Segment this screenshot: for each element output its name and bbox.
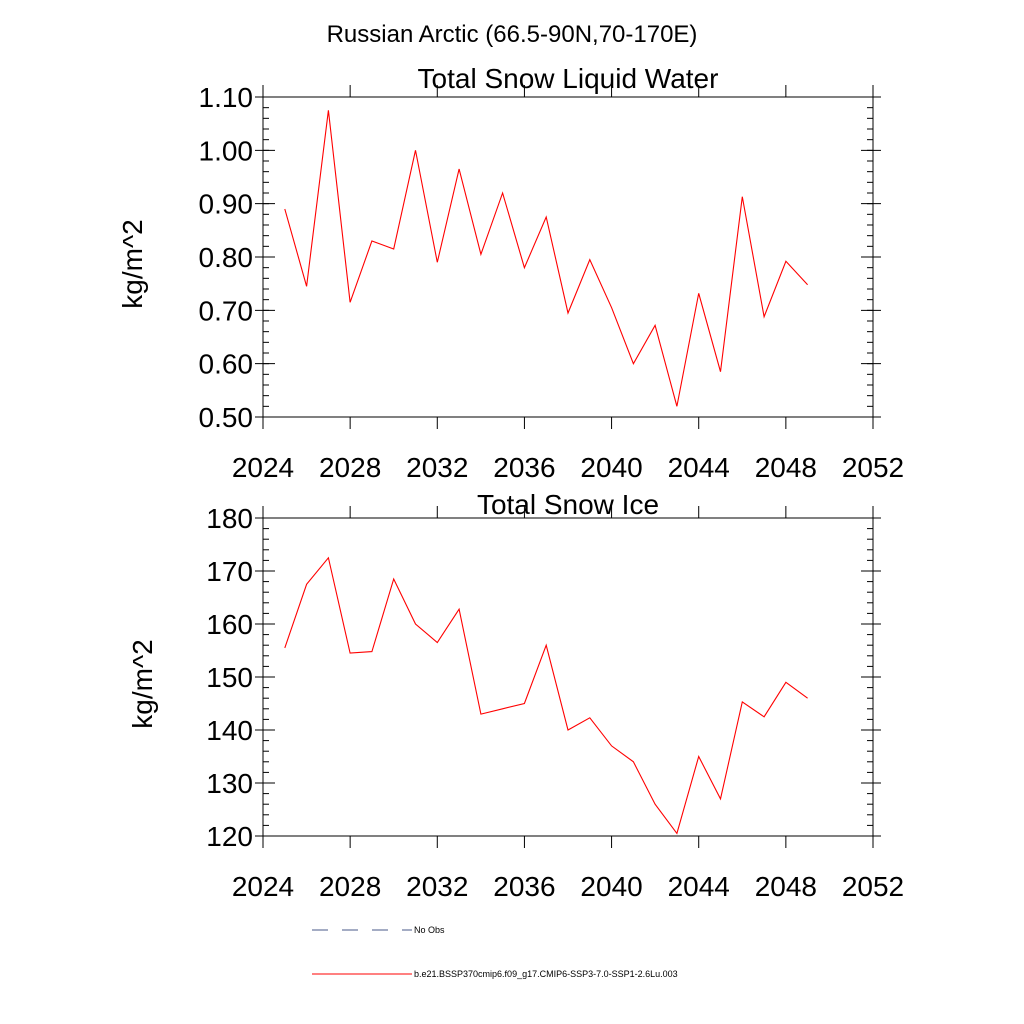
y-tick-label: 140 [206,715,253,746]
panel-title: Total Snow Liquid Water [418,63,719,94]
x-tick-label: 2032 [406,871,468,902]
x-tick-label: 2036 [493,452,555,483]
y-tick-label: 160 [206,609,253,640]
x-tick-label: 2048 [755,871,817,902]
y-tick-label: 150 [206,662,253,693]
y-tick-label: 180 [206,503,253,534]
x-tick-label: 2040 [580,871,642,902]
y-tick-label: 170 [206,556,253,587]
y-axis-label: kg/m^2 [127,639,158,728]
x-tick-label: 2052 [842,871,904,902]
y-tick-label: 0.50 [199,402,254,433]
panel-snow-liquid-water: Total Snow Liquid Water kg/m^2 0.50 0.60 0… [117,63,904,483]
x-tick-label: 2040 [580,452,642,483]
figure-title: Russian Arctic (66.5-90N,70-170E) [327,21,698,48]
x-tick-label: 2044 [668,871,730,902]
x-tick-label: 2024 [232,871,294,902]
plot-frame [262,517,874,837]
y-tick-label: 0.80 [199,242,254,273]
legend-label-model: b.e21.BSSP370cmip6.f09_g17.CMIP6-SSP3-7.… [414,969,678,979]
x-tick-label: 2024 [232,452,294,483]
panel-title: Total Snow Ice [477,489,659,520]
x-tick-label: 2036 [493,871,555,902]
y-tick-label: 0.60 [199,349,254,380]
series-line [284,556,808,835]
legend-label-no-obs: No Obs [414,925,445,935]
x-tick-label: 2044 [668,452,730,483]
y-axis-label: kg/m^2 [117,219,148,308]
y-tick-label: 120 [206,821,253,852]
x-tick-label: 2028 [319,871,381,902]
legend: No Obs b.e21.BSSP370cmip6.f09_g17.CMIP6-… [312,925,678,979]
y-tick-label: 1.00 [199,135,254,166]
y-tick-label: 130 [206,768,253,799]
y-tick-label: 0.90 [199,189,254,220]
plot-frame [262,96,874,418]
x-tick-label: 2048 [755,452,817,483]
x-tick-label: 2052 [842,452,904,483]
x-tick-label: 2032 [406,452,468,483]
y-tick-label: 1.10 [199,82,254,113]
y-tick-label: 0.70 [199,295,254,326]
panel-snow-ice: Total Snow Ice kg/m^2 120 130 140 150 160 170… [127,489,904,902]
series-line [284,110,809,407]
x-tick-label: 2028 [319,452,381,483]
